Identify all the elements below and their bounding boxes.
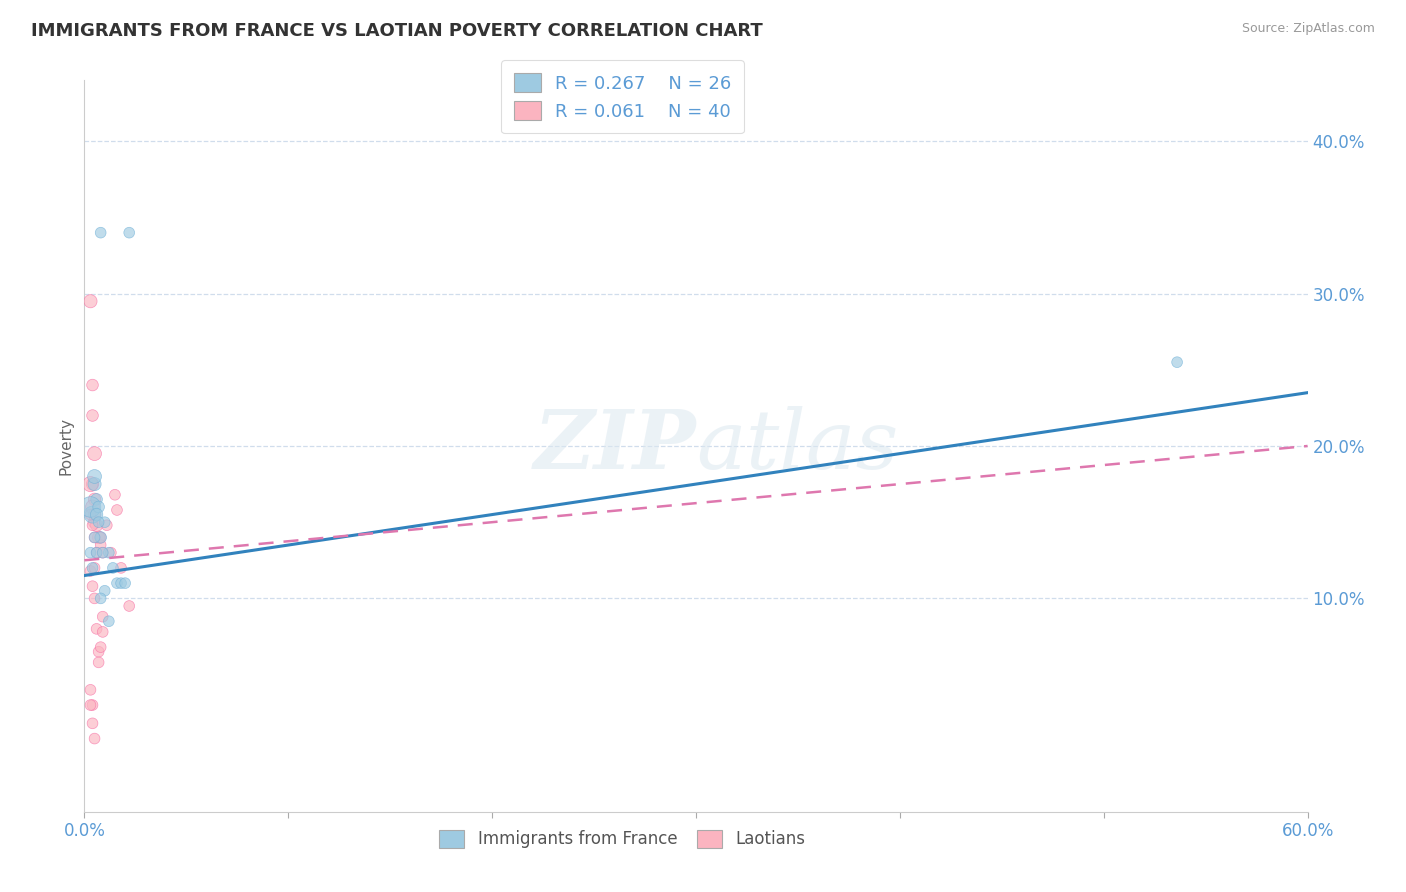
Point: [86, 546, 108, 560]
Point: [82, 409, 104, 423]
Point: [1166, 355, 1188, 369]
Point: [100, 546, 122, 560]
Point: [83, 515, 105, 529]
Point: [86, 546, 108, 560]
Point: [83, 731, 105, 746]
Point: [97, 546, 120, 560]
Point: [105, 503, 128, 517]
Point: [87, 515, 110, 529]
Point: [118, 599, 141, 613]
Point: [97, 614, 120, 628]
Point: [79, 508, 101, 522]
Point: [82, 378, 104, 392]
Point: [91, 624, 114, 639]
Point: [83, 469, 105, 483]
Point: [110, 576, 132, 591]
Point: [79, 546, 101, 560]
Point: [86, 508, 108, 522]
Legend: Immigrants from France, Laotians: Immigrants from France, Laotians: [429, 820, 815, 858]
Point: [79, 698, 101, 712]
Point: [83, 477, 105, 491]
Point: [86, 518, 108, 533]
Point: [82, 508, 104, 522]
Point: [87, 645, 110, 659]
Point: [79, 294, 101, 309]
Point: [87, 530, 110, 544]
Point: [104, 488, 127, 502]
Point: [82, 561, 104, 575]
Point: [101, 561, 124, 575]
Point: [82, 477, 104, 491]
Point: [83, 492, 105, 507]
Y-axis label: Poverty: Poverty: [58, 417, 73, 475]
Point: [90, 530, 112, 544]
Point: [86, 622, 108, 636]
Point: [93, 583, 115, 598]
Text: ZIP: ZIP: [533, 406, 696, 486]
Point: [87, 500, 110, 514]
Text: IMMIGRANTS FROM FRANCE VS LAOTIAN POVERTY CORRELATION CHART: IMMIGRANTS FROM FRANCE VS LAOTIAN POVERT…: [31, 22, 762, 40]
Point: [82, 500, 104, 514]
Point: [90, 226, 112, 240]
Point: [83, 530, 105, 544]
Point: [79, 564, 101, 578]
Point: [96, 518, 118, 533]
Point: [118, 226, 141, 240]
Point: [82, 579, 104, 593]
Point: [82, 716, 104, 731]
Text: Source: ZipAtlas.com: Source: ZipAtlas.com: [1241, 22, 1375, 36]
Point: [90, 640, 112, 655]
Point: [79, 682, 101, 697]
Point: [105, 576, 128, 591]
Point: [90, 530, 112, 544]
Point: [82, 698, 104, 712]
Point: [91, 609, 114, 624]
Point: [114, 576, 136, 591]
Point: [87, 656, 110, 670]
Point: [90, 591, 112, 606]
Point: [86, 492, 108, 507]
Point: [93, 515, 115, 529]
Point: [82, 518, 104, 533]
Point: [83, 508, 105, 522]
Point: [90, 538, 112, 552]
Point: [83, 591, 105, 606]
Text: atlas: atlas: [696, 406, 898, 486]
Point: [91, 546, 114, 560]
Point: [83, 561, 105, 575]
Point: [83, 530, 105, 544]
Point: [79, 477, 101, 491]
Point: [110, 561, 132, 575]
Point: [83, 447, 105, 461]
Point: [91, 546, 114, 560]
Point: [79, 500, 101, 514]
